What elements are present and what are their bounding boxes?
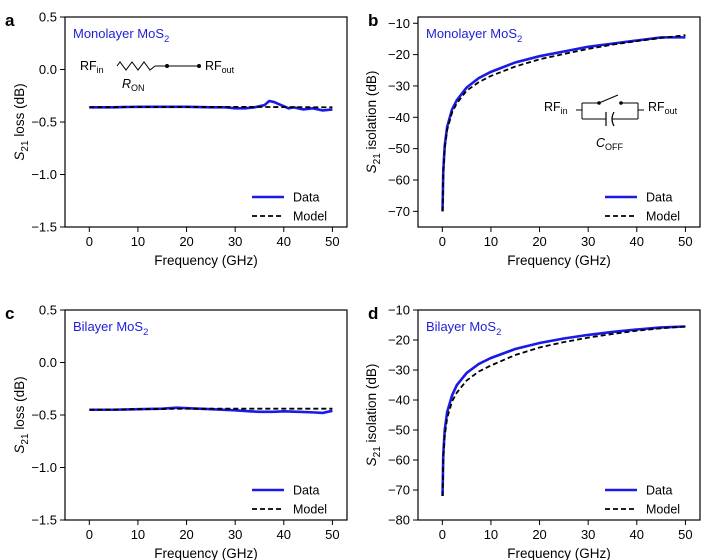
legend-data-label: Data bbox=[293, 484, 319, 498]
y-axis-label: S21 loss (dB) bbox=[12, 376, 31, 453]
y-tick-label: −1.0 bbox=[31, 460, 57, 475]
circuit-node bbox=[165, 64, 169, 68]
x-tick-label: 0 bbox=[86, 527, 93, 542]
y-axis-label: S21 isolation (dB) bbox=[364, 71, 383, 174]
x-tick-label: 10 bbox=[131, 234, 145, 249]
material-annotation: Bilayer MoS2 bbox=[426, 319, 501, 338]
x-tick-label: 0 bbox=[439, 527, 446, 542]
y-tick-label: −50 bbox=[388, 141, 410, 156]
y-tick-label: −0.5 bbox=[31, 408, 57, 423]
y-tick-label: −10 bbox=[388, 303, 410, 318]
x-axis-label: Frequency (GHz) bbox=[154, 253, 258, 268]
resistor-circuit-inset: RFin RFout RON bbox=[80, 59, 235, 93]
material-annotation: Monolayer MoS2 bbox=[73, 26, 169, 45]
x-tick-label: 40 bbox=[277, 234, 291, 249]
panel-label: d bbox=[368, 304, 378, 323]
rf-out-label: RFout bbox=[205, 59, 235, 75]
y-tick-label: 0.0 bbox=[39, 62, 57, 77]
panel-b: b 0 10 20 30 40 50 −10 −20 −30 −40 −50 −60 −70 Frequen… bbox=[364, 11, 701, 268]
x-tick-label: 30 bbox=[228, 234, 242, 249]
x-tick-label: 50 bbox=[678, 527, 692, 542]
y-tick-label: −0.5 bbox=[31, 115, 57, 130]
x-tick-label: 20 bbox=[532, 527, 546, 542]
y-tick-label: −1.0 bbox=[31, 167, 57, 182]
x-axis-label: Frequency (GHz) bbox=[154, 546, 258, 560]
x-tick-label: 10 bbox=[484, 234, 498, 249]
x-tick-label: 30 bbox=[228, 527, 242, 542]
y-tick-label: −20 bbox=[388, 47, 410, 62]
x-tick-label: 30 bbox=[581, 234, 595, 249]
panel-d: d 0 10 20 30 40 50 −10 −20 −30 −40 −50 −60 −70 −80 Freq… bbox=[364, 303, 701, 560]
x-tick-label: 0 bbox=[86, 234, 93, 249]
rf-in-label: RFin bbox=[544, 100, 568, 116]
x-tick-label: 40 bbox=[277, 527, 291, 542]
y-tick-label: −40 bbox=[388, 110, 410, 125]
legend-model-label: Model bbox=[646, 210, 680, 224]
y-tick-label: −1.5 bbox=[31, 513, 57, 528]
x-tick-label: 50 bbox=[678, 234, 692, 249]
y-tick-label: 0.5 bbox=[39, 10, 57, 25]
panel-c: c 0 10 20 30 40 50 0.5 0.0 −0.5 −1.0 −1.5 Frequency … bbox=[5, 303, 348, 560]
y-tick-label: −70 bbox=[388, 483, 410, 498]
legend-data-label: Data bbox=[646, 191, 672, 205]
y-axis-label: S21 isolation (dB) bbox=[364, 364, 383, 467]
y-tick-label: 0.5 bbox=[39, 303, 57, 318]
y-tick-label: −10 bbox=[388, 16, 410, 31]
x-tick-label: 10 bbox=[484, 527, 498, 542]
material-annotation: Bilayer MoS2 bbox=[73, 319, 148, 338]
series-data-line bbox=[441, 325, 686, 497]
x-tick-label: 10 bbox=[131, 527, 145, 542]
y-tick-label: −20 bbox=[388, 333, 410, 348]
plot-frame bbox=[417, 309, 701, 521]
switch-arm bbox=[598, 94, 619, 104]
y-tick-label: −50 bbox=[388, 423, 410, 438]
y-tick-label: −1.5 bbox=[31, 220, 57, 235]
panel-a: a 0 10 20 30 40 50 0.5 0.0 −0.5 −1.0 −1.5 Frequency … bbox=[5, 10, 348, 268]
series-model-line bbox=[441, 325, 686, 497]
capacitor-circuit-inset: RFin RFout COFF bbox=[544, 94, 678, 152]
x-tick-label: 40 bbox=[630, 234, 644, 249]
legend-model-label: Model bbox=[646, 503, 680, 517]
c-off-label: COFF bbox=[596, 136, 624, 152]
series-model-line bbox=[89, 407, 333, 411]
series-model-line bbox=[441, 34, 686, 212]
panel-label: c bbox=[5, 304, 14, 323]
circuit-node bbox=[197, 64, 201, 68]
series-data-line bbox=[89, 99, 333, 112]
panel-label: b bbox=[368, 11, 378, 30]
x-tick-label: 40 bbox=[630, 527, 644, 542]
y-tick-label: −70 bbox=[388, 204, 410, 219]
legend-data-label: Data bbox=[293, 191, 319, 205]
y-tick-label: −30 bbox=[388, 78, 410, 93]
y-tick-label: −30 bbox=[388, 363, 410, 378]
x-tick-label: 20 bbox=[179, 234, 193, 249]
x-tick-label: 50 bbox=[325, 234, 339, 249]
x-tick-label: 20 bbox=[179, 527, 193, 542]
legend-model-label: Model bbox=[293, 503, 327, 517]
legend-model-label: Model bbox=[293, 210, 327, 224]
y-tick-label: −60 bbox=[388, 453, 410, 468]
x-tick-label: 50 bbox=[325, 527, 339, 542]
material-annotation: Monolayer MoS2 bbox=[426, 26, 522, 45]
x-axis-label: Frequency (GHz) bbox=[507, 546, 611, 560]
y-axis-label: S21 loss (dB) bbox=[12, 83, 31, 160]
resistor-symbol bbox=[116, 61, 156, 71]
plot-frame bbox=[417, 16, 701, 228]
r-on-label: RON bbox=[122, 77, 145, 93]
legend-data-label: Data bbox=[646, 484, 672, 498]
rf-in-label: RFin bbox=[80, 59, 104, 75]
x-axis-label: Frequency (GHz) bbox=[507, 253, 611, 268]
series-data-line bbox=[441, 36, 686, 212]
y-tick-label: −60 bbox=[388, 172, 410, 187]
rf-out-label: RFout bbox=[648, 100, 678, 116]
y-tick-label: −40 bbox=[388, 393, 410, 408]
y-tick-label: −80 bbox=[388, 513, 410, 528]
panel-label: a bbox=[5, 11, 15, 30]
y-tick-label: 0.0 bbox=[39, 355, 57, 370]
x-tick-label: 20 bbox=[532, 234, 546, 249]
x-tick-label: 30 bbox=[581, 527, 595, 542]
x-tick-label: 0 bbox=[439, 234, 446, 249]
